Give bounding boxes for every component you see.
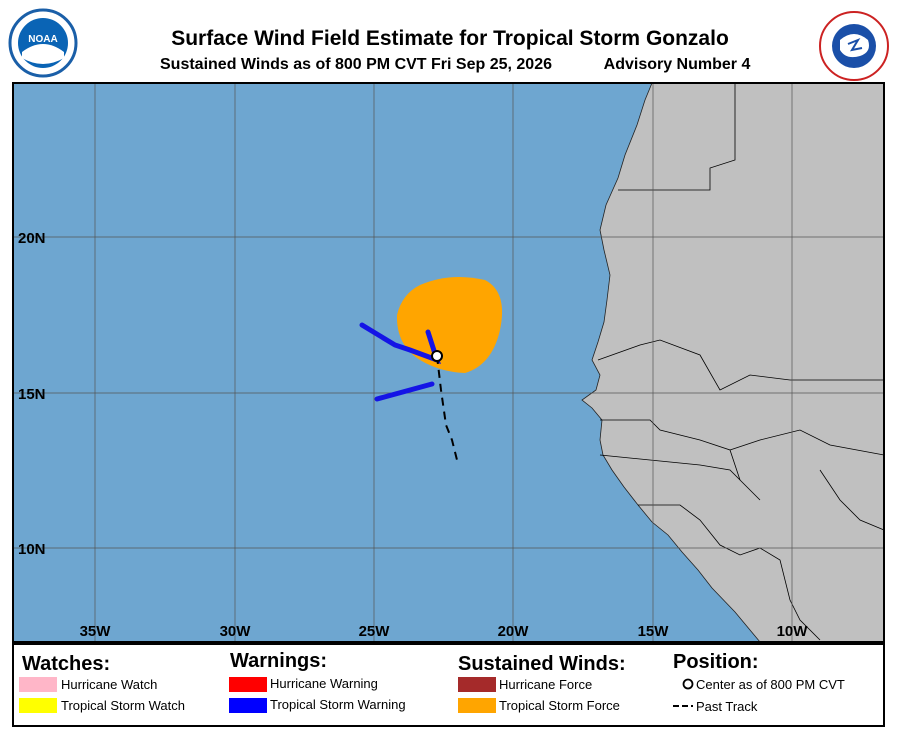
swatch (458, 698, 496, 713)
lat-label: 10N (18, 541, 46, 558)
legend-heading: Watches: (22, 653, 110, 675)
legend-heading: Warnings: (230, 650, 327, 672)
noaa-logo: NOAA (8, 8, 78, 78)
center-symbol (682, 678, 694, 690)
legend-item: Tropical Storm Warning (270, 697, 406, 712)
swatch (19, 698, 57, 713)
map-frame (12, 82, 885, 643)
lon-label: 35W (80, 623, 112, 640)
legend: Watches: Hurricane Watch Tropical Storm … (12, 643, 885, 727)
lon-label: 15W (638, 623, 670, 640)
nws-logo (819, 11, 889, 81)
tropical-storm-warning (359, 322, 441, 402)
lat-label: 20N (18, 230, 46, 247)
title: Surface Wind Field Estimate for Tropical… (171, 27, 729, 50)
legend-item: Tropical Storm Watch (61, 698, 185, 713)
land (581, 82, 885, 643)
legend-item: Tropical Storm Force (499, 698, 620, 713)
swatch (229, 698, 267, 713)
lon-label: 10W (777, 623, 809, 640)
legend-heading: Position: (673, 651, 759, 673)
legend-item: Center as of 800 PM CVT (696, 677, 845, 692)
lon-label: 20W (498, 623, 530, 640)
logo-text: NOAA (28, 34, 57, 45)
tropical-storm-force-wind-field (396, 276, 503, 373)
swatch (19, 677, 57, 692)
legend-heading: Sustained Winds: (458, 653, 626, 675)
map: 35W 30W 25W 20W 15W 10W 20N 15N 10N (12, 82, 885, 643)
legend-item: Past Track (696, 699, 758, 714)
subtitle: Sustained Winds as of 800 PM CVT Fri Sep… (160, 56, 552, 73)
legend-item: Hurricane Watch (61, 677, 157, 692)
legend-frame (12, 643, 885, 727)
storm-center (431, 350, 443, 362)
lon-label: 30W (220, 623, 252, 640)
lon-label: 25W (359, 623, 391, 640)
legend-item: Hurricane Force (499, 677, 592, 692)
country-borders (597, 83, 885, 641)
grid (13, 83, 884, 642)
swatch (229, 677, 267, 692)
legend-item: Hurricane Warning (270, 676, 378, 691)
lat-label: 15N (18, 386, 46, 403)
advisory: Advisory Number 4 (604, 56, 751, 73)
swatch (458, 677, 496, 692)
